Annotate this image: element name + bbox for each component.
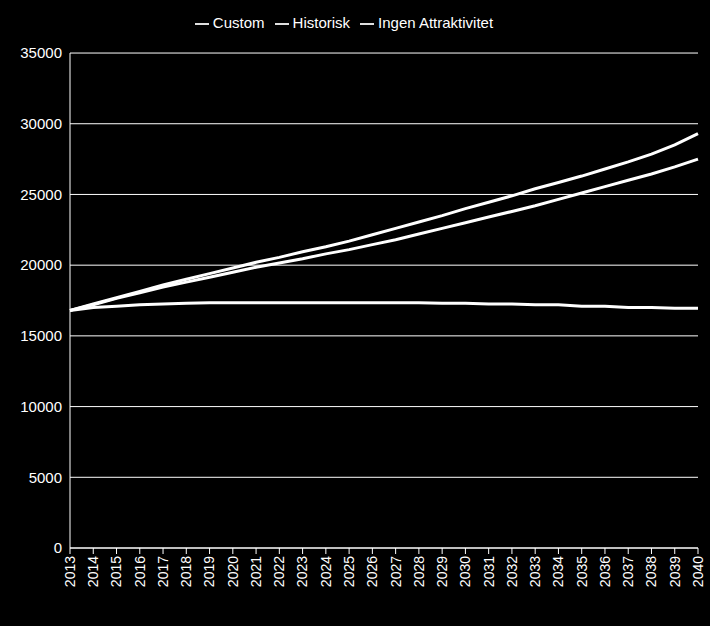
svg-text:2024: 2024 [318, 556, 334, 587]
svg-text:2020: 2020 [225, 556, 241, 587]
svg-text:2031: 2031 [481, 556, 497, 587]
svg-text:2018: 2018 [178, 556, 194, 587]
svg-text:35000: 35000 [20, 44, 62, 61]
svg-text:2014: 2014 [85, 556, 101, 587]
html-text:Ingen Attraktivitet: Ingen Attraktivitet [378, 14, 494, 31]
svg-text:30000: 30000 [20, 115, 62, 132]
svg-text:2025: 2025 [341, 556, 357, 587]
svg-text:2026: 2026 [364, 556, 380, 587]
html-text:Custom: Custom [212, 14, 265, 31]
svg-text:2023: 2023 [294, 556, 310, 587]
svg-text:2040: 2040 [690, 556, 702, 587]
svg-text:2034: 2034 [550, 556, 566, 587]
svg-text:5000: 5000 [29, 469, 62, 486]
svg-text:2028: 2028 [411, 556, 427, 587]
svg-text:0: 0 [54, 539, 62, 556]
svg-text:2015: 2015 [108, 556, 124, 587]
svg-text:2036: 2036 [597, 556, 613, 587]
svg-text:2039: 2039 [667, 556, 683, 587]
svg-text:2029: 2029 [434, 556, 450, 587]
svg-text:2035: 2035 [574, 556, 590, 587]
svg-text:2038: 2038 [643, 556, 659, 587]
html-text:Historisk: Historisk [292, 14, 351, 31]
svg-text:2017: 2017 [155, 556, 171, 587]
svg-text:2016: 2016 [132, 556, 148, 587]
svg-text:2037: 2037 [620, 556, 636, 587]
svg-text:2013: 2013 [62, 556, 78, 587]
svg-text:2033: 2033 [527, 556, 543, 587]
svg-text:2022: 2022 [271, 556, 287, 587]
svg-text:10000: 10000 [20, 398, 62, 415]
svg-text:2027: 2027 [388, 556, 404, 587]
svg-text:2019: 2019 [201, 556, 217, 587]
svg-text:25000: 25000 [20, 186, 62, 203]
svg-text:2032: 2032 [504, 556, 520, 587]
svg-text:20000: 20000 [20, 256, 62, 273]
svg-text:2030: 2030 [457, 556, 473, 587]
svg-text:2021: 2021 [248, 556, 264, 587]
svg-text:15000: 15000 [20, 327, 62, 344]
